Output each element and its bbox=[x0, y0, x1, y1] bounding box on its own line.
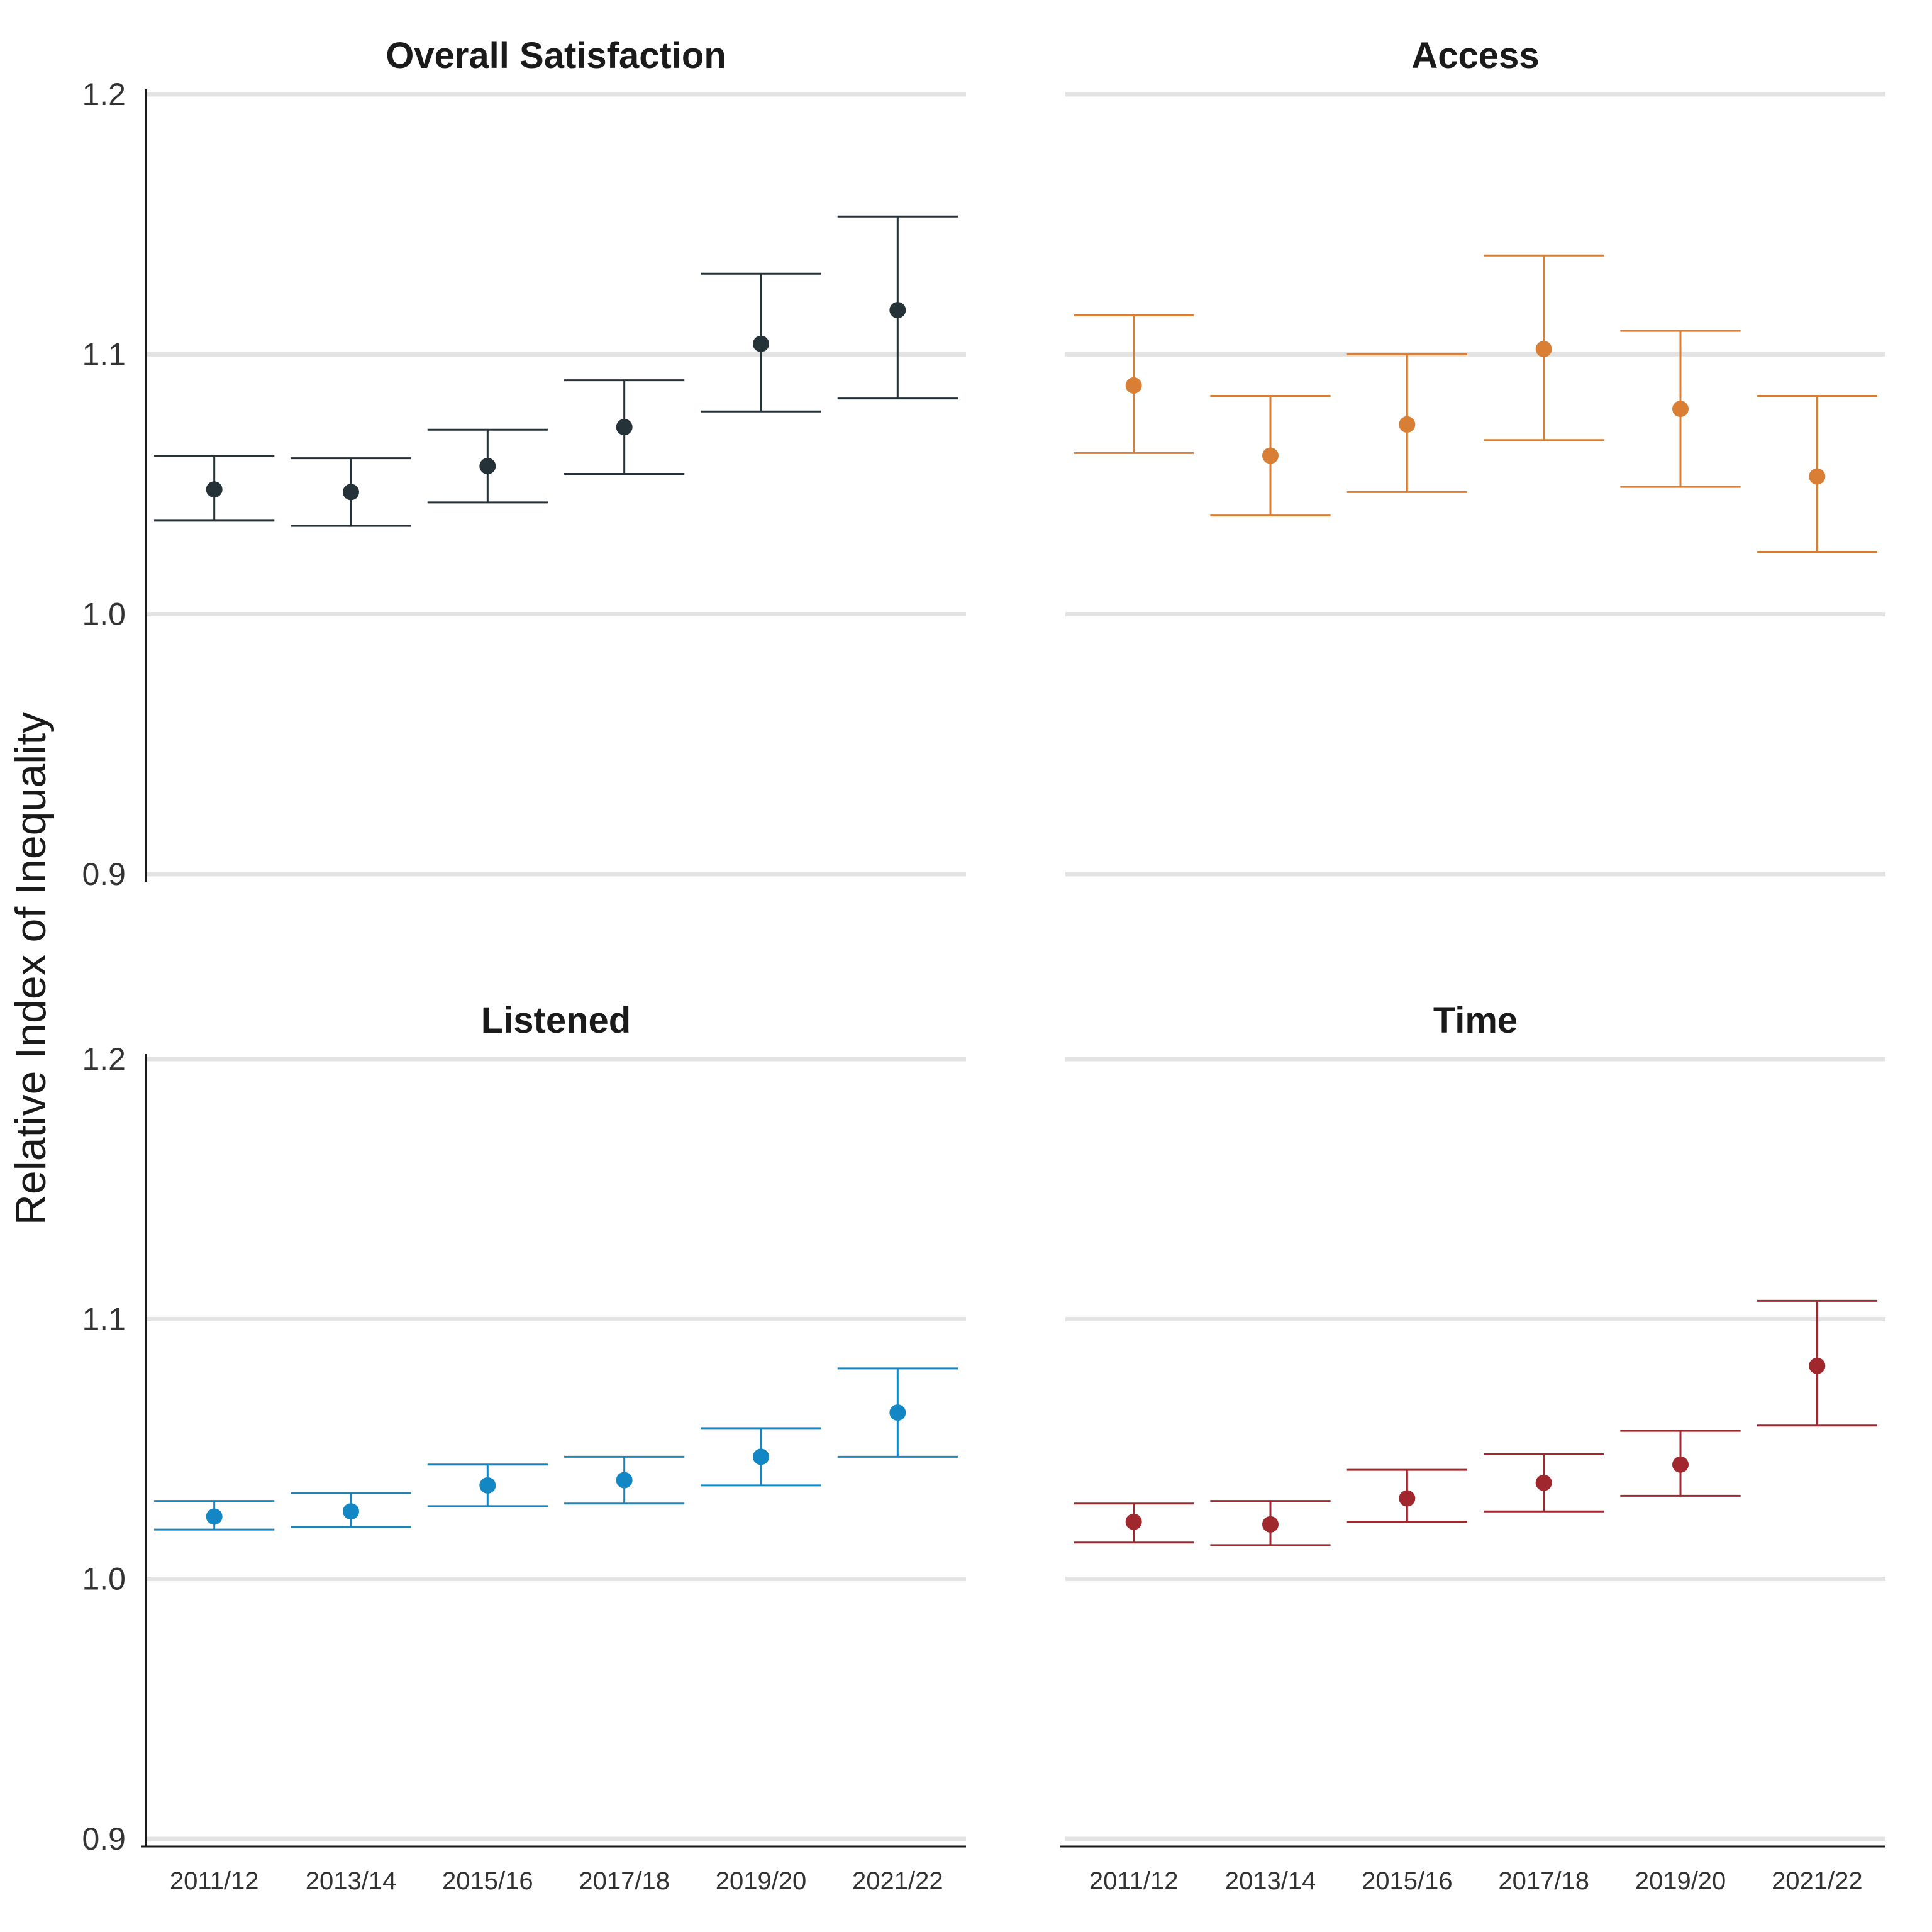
x-tick-label: 2021/22 bbox=[1772, 1867, 1863, 1895]
y-tick-label: 1.2 bbox=[82, 1041, 126, 1077]
y-tick-label: 0.9 bbox=[82, 1821, 126, 1857]
data-point bbox=[1672, 1456, 1689, 1473]
data-point bbox=[1809, 1357, 1826, 1374]
y-tick-label: 1.1 bbox=[82, 336, 126, 372]
x-tick-label: 2015/16 bbox=[1362, 1867, 1453, 1895]
data-point bbox=[1125, 1513, 1142, 1530]
panel-title: Time bbox=[1433, 1000, 1518, 1041]
data-point bbox=[479, 1477, 496, 1494]
x-tick-label: 2011/12 bbox=[1089, 1867, 1179, 1895]
x-tick-label: 2019/20 bbox=[716, 1867, 807, 1895]
data-point bbox=[616, 1472, 633, 1489]
data-point bbox=[1262, 1516, 1279, 1533]
panel-title: Overall Satisfaction bbox=[386, 35, 726, 76]
data-point bbox=[206, 481, 223, 498]
data-point bbox=[1535, 341, 1552, 358]
data-point bbox=[343, 484, 359, 501]
panel-title: Listened bbox=[481, 1000, 631, 1041]
data-point bbox=[889, 302, 906, 319]
data-point bbox=[1399, 1490, 1416, 1507]
data-point bbox=[343, 1503, 359, 1520]
data-point bbox=[1399, 416, 1416, 433]
data-point bbox=[753, 335, 769, 352]
y-tick-label: 1.1 bbox=[82, 1301, 126, 1336]
x-tick-label: 2011/12 bbox=[170, 1867, 259, 1895]
x-tick-label: 2017/18 bbox=[579, 1867, 670, 1895]
x-tick-label: 2017/18 bbox=[1498, 1867, 1589, 1895]
data-point bbox=[753, 1448, 769, 1465]
x-tick-label: 2013/14 bbox=[306, 1867, 397, 1895]
y-tick-label: 1.0 bbox=[82, 1562, 126, 1597]
x-tick-label: 2013/14 bbox=[1225, 1867, 1316, 1895]
y-tick-label: 1.0 bbox=[82, 597, 126, 632]
data-point bbox=[616, 419, 633, 436]
data-point bbox=[1809, 468, 1826, 485]
panel-title: Access bbox=[1411, 35, 1539, 76]
data-point bbox=[889, 1404, 906, 1421]
x-tick-label: 2019/20 bbox=[1635, 1867, 1726, 1895]
x-tick-label: 2021/22 bbox=[852, 1867, 943, 1895]
y-axis-label: Relative Index of Inequality bbox=[7, 712, 55, 1226]
data-point bbox=[206, 1508, 223, 1525]
x-tick-label: 2015/16 bbox=[442, 1867, 533, 1895]
data-point bbox=[1672, 401, 1689, 418]
data-point bbox=[1262, 447, 1279, 464]
y-tick-label: 1.2 bbox=[82, 77, 126, 112]
data-point bbox=[1535, 1474, 1552, 1491]
data-point bbox=[1125, 377, 1142, 394]
data-point bbox=[479, 458, 496, 475]
y-tick-label: 0.9 bbox=[82, 857, 126, 892]
